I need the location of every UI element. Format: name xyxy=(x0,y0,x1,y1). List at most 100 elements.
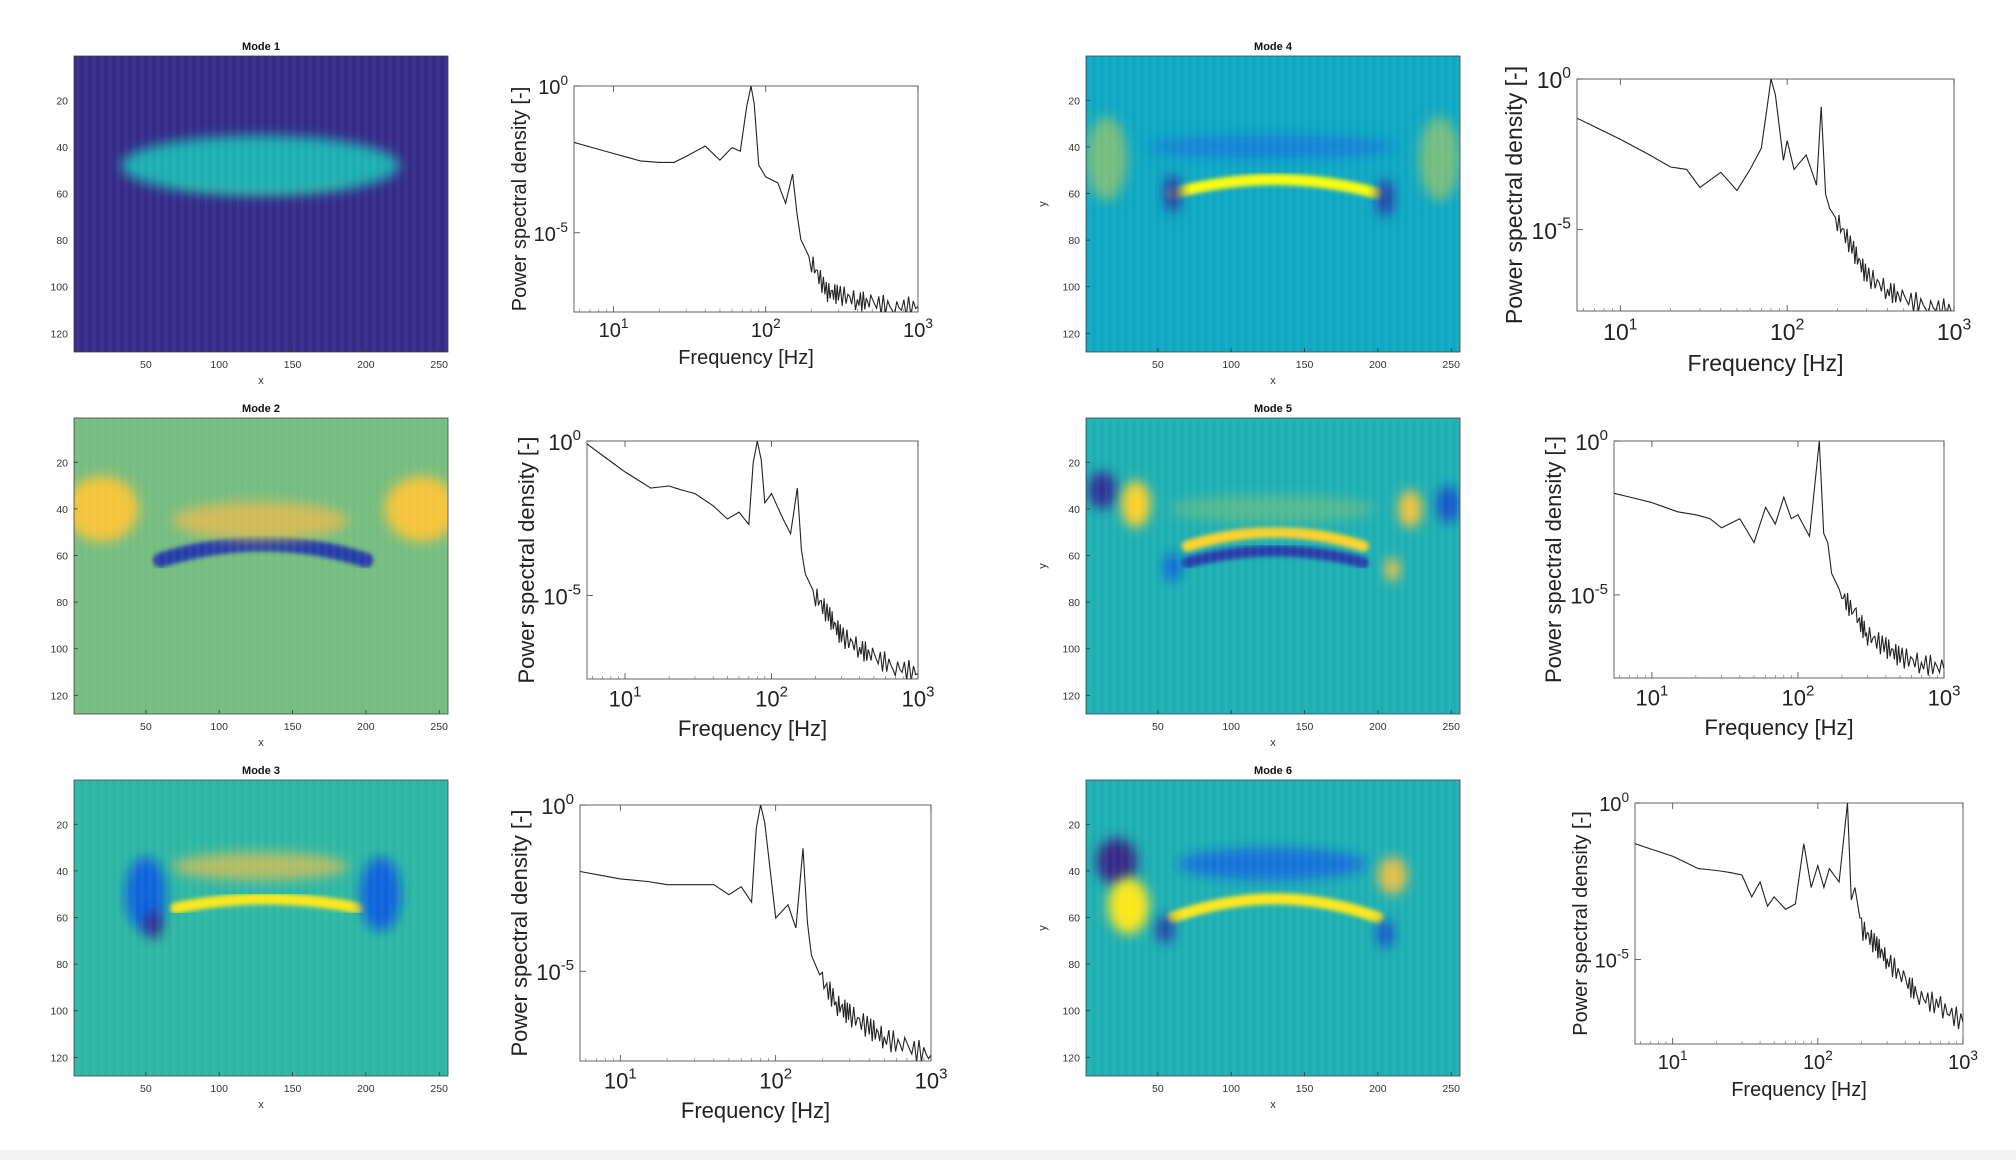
x-tick-label: 103 xyxy=(915,1066,948,1094)
x-tick-label: 250 xyxy=(1442,721,1460,733)
y-tick-label: 100 xyxy=(541,791,574,819)
y-axis-label: Power spectral density [-] xyxy=(514,437,539,684)
x-tick-label: 102 xyxy=(759,1066,792,1094)
x-tick-label: 101 xyxy=(1603,316,1637,344)
x-tick-label: 50 xyxy=(140,359,152,371)
heatmap-frame xyxy=(73,417,449,715)
heatmap-blob xyxy=(144,910,162,939)
x-tick-label: 200 xyxy=(357,1083,375,1095)
y-tick-label: 120 xyxy=(50,690,68,702)
x-tick-label: 103 xyxy=(1948,1048,1978,1074)
heatmap-title: Mode 4 xyxy=(1254,41,1293,53)
y-tick-label: 10-5 xyxy=(1532,216,1572,244)
psd-chart: 101 102 103 100 10-5 Frequency [Hz] Power spec… xyxy=(1541,427,1960,740)
y-tick-label: 100 xyxy=(1599,790,1629,816)
x-tick-label: 250 xyxy=(430,1083,448,1095)
x-tick-label: 101 xyxy=(609,684,642,712)
y-tick-label: 60 xyxy=(1068,551,1080,563)
heatmap-mode-6: Mode 6 50 100 150 200 250 20 40 60 80 100 120 x y xyxy=(1037,765,1461,1111)
heatmap-blob xyxy=(1121,480,1151,528)
x-tick-label: 150 xyxy=(1296,359,1314,371)
x-tick-label: 250 xyxy=(1442,1083,1460,1095)
heatmap-blob xyxy=(1377,856,1408,895)
x-axis-label: Frequency [Hz] xyxy=(1688,350,1844,376)
psd-frame xyxy=(573,85,919,313)
y-tick-label: 100 xyxy=(50,1006,68,1018)
x-tick-label: 101 xyxy=(604,1066,637,1094)
x-axis-label: Frequency [Hz] xyxy=(678,716,827,741)
heatmap-frame xyxy=(1085,417,1461,715)
x-tick-label: 200 xyxy=(357,359,375,371)
heatmap-mode-3: Mode 3 50 100 150 200 250 20 40 60 80 100 120 x xyxy=(50,765,449,1111)
y-tick-label: 60 xyxy=(56,551,68,563)
x-tick-label: 150 xyxy=(1296,721,1314,733)
y-tick-label: 10-5 xyxy=(1570,581,1608,609)
heatmap-title: Mode 6 xyxy=(1254,765,1292,777)
psd-frame xyxy=(1576,78,1955,312)
psd-chart: 101 102 103 100 10-5 Frequency [Hz] Power spec… xyxy=(514,427,934,741)
heatmap-blob xyxy=(1436,485,1460,523)
y-axis-label: y xyxy=(1037,925,1049,931)
psd-chart: 101 102 103 100 10-5 Frequency [Hz] Power spec… xyxy=(509,73,933,369)
x-axis-label: x xyxy=(1270,737,1276,749)
y-tick-label: 40 xyxy=(1068,142,1080,154)
y-tick-label: 100 xyxy=(1062,644,1080,656)
heatmap-arc xyxy=(1181,526,1369,552)
y-tick-label: 60 xyxy=(56,189,68,201)
x-axis-label: Frequency [Hz] xyxy=(678,347,814,369)
y-tick-label: 40 xyxy=(56,504,68,516)
y-tick-label: 40 xyxy=(1068,866,1080,878)
heatmap-arc xyxy=(1181,545,1369,569)
y-axis-label: Power spectral density [-] xyxy=(507,810,532,1057)
y-tick-label: 10-5 xyxy=(536,957,574,985)
heatmap-blob xyxy=(1418,116,1460,201)
x-tick-label: 150 xyxy=(284,1083,302,1095)
psd-series-line xyxy=(1635,803,1963,1030)
x-tick-label: 150 xyxy=(284,359,302,371)
y-tick-label: 100 xyxy=(538,73,568,99)
x-tick-label: 102 xyxy=(1782,683,1815,711)
heatmap-field xyxy=(1086,56,1460,352)
x-axis-label: x xyxy=(258,375,264,387)
x-tick-label: 200 xyxy=(357,721,375,733)
heatmap-blob xyxy=(1398,490,1422,528)
y-tick-label: 80 xyxy=(56,235,68,247)
x-tick-label: 102 xyxy=(751,316,781,342)
x-tick-label: 103 xyxy=(903,316,933,342)
heatmap-frame xyxy=(1085,779,1461,1077)
y-axis-label: Power spectral density [-] xyxy=(1570,811,1592,1036)
psd-chart: 101 102 103 100 10-5 Frequency [Hz] Power spec… xyxy=(1501,65,1971,376)
y-axis-label: Power spectral density [-] xyxy=(1501,66,1527,324)
x-axis-label: x xyxy=(1270,1099,1276,1111)
y-tick-label: 80 xyxy=(1068,597,1080,609)
y-tick-label: 20 xyxy=(56,819,68,831)
y-axis-label: y xyxy=(1037,563,1049,569)
y-tick-label: 80 xyxy=(1068,959,1080,971)
heatmap-blob xyxy=(1169,494,1375,523)
x-tick-label: 200 xyxy=(1369,359,1387,371)
x-tick-label: 50 xyxy=(1152,1083,1164,1095)
psd-frame xyxy=(1613,440,1945,679)
heatmap-blob xyxy=(1376,179,1394,217)
y-tick-label: 120 xyxy=(50,328,68,340)
psd-frame xyxy=(1634,802,1964,1045)
y-tick-label: 20 xyxy=(56,457,68,469)
psd-series-line xyxy=(587,441,918,679)
x-tick-label: 100 xyxy=(210,1083,228,1095)
heatmap-blob xyxy=(1086,116,1128,201)
heatmap-blob xyxy=(1176,847,1368,881)
heatmap-blob xyxy=(1385,557,1400,582)
y-tick-label: 40 xyxy=(56,142,68,154)
x-tick-label: 250 xyxy=(430,359,448,371)
x-tick-label: 250 xyxy=(1442,359,1460,371)
y-tick-label: 100 xyxy=(50,282,68,294)
y-axis-label: y xyxy=(1037,201,1049,207)
x-tick-label: 100 xyxy=(210,359,228,371)
x-tick-label: 102 xyxy=(1803,1048,1833,1074)
heatmap-blob xyxy=(1087,471,1117,509)
x-tick-label: 50 xyxy=(1152,359,1164,371)
x-tick-label: 250 xyxy=(430,721,448,733)
y-tick-label: 40 xyxy=(56,866,68,878)
heatmap-field xyxy=(74,418,448,714)
